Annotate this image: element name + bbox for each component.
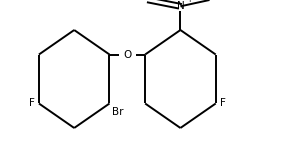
Text: N: N xyxy=(177,1,184,11)
Text: Br: Br xyxy=(112,107,124,117)
Text: F: F xyxy=(29,98,35,109)
Text: +: + xyxy=(186,0,192,4)
Text: O: O xyxy=(123,49,132,60)
Text: F: F xyxy=(220,98,226,109)
